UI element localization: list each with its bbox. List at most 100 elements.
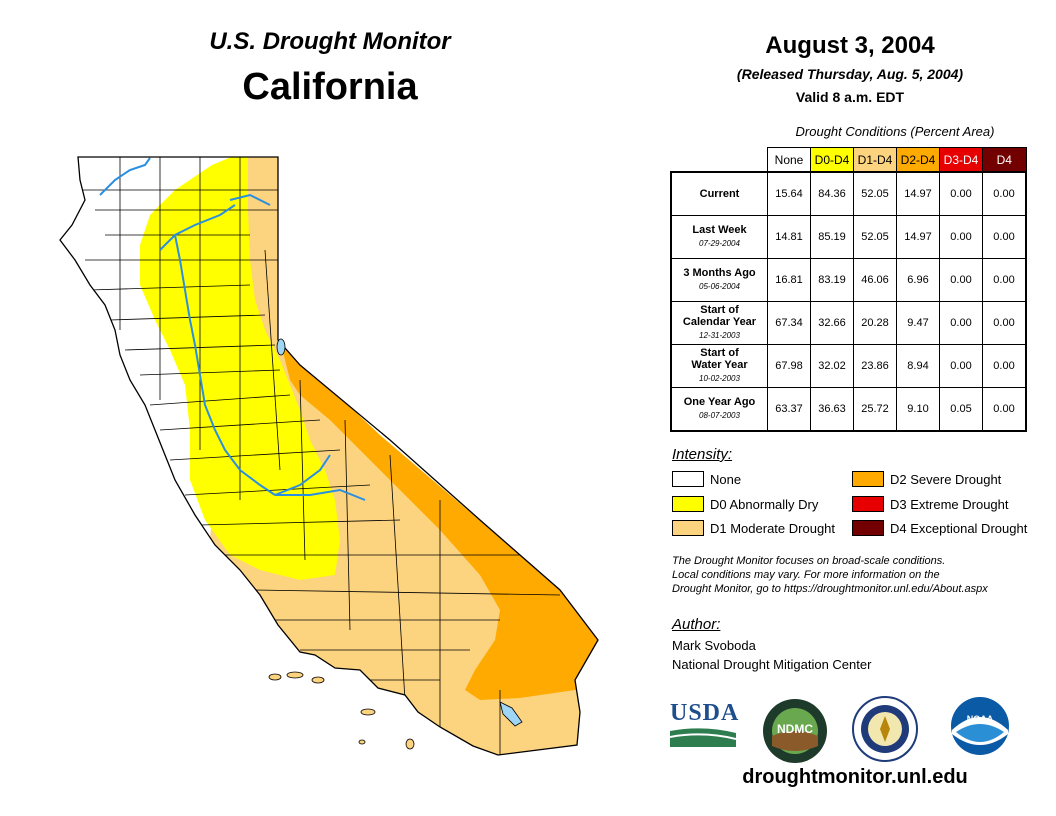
legend-label: None [710, 471, 742, 487]
table-cell: 52.05 [853, 215, 897, 259]
rivers [99, 157, 366, 501]
col-d1-d4: D1-D4 [853, 147, 897, 173]
row-label: 3 Months Ago [683, 267, 756, 279]
table-cell: 23.86 [853, 344, 897, 388]
table-cell: 0.00 [982, 171, 1027, 216]
table-cell: 14.97 [896, 215, 940, 259]
table-cell: 0.00 [982, 215, 1027, 259]
row-label: Start of Calendar Year [682, 304, 757, 328]
noaa-logo: NOAA [950, 696, 1010, 756]
col-d3-d4: D3-D4 [939, 147, 983, 173]
state-outline [59, 156, 599, 756]
table-cell: 6.96 [896, 258, 940, 302]
note-line: Drought Monitor, go to https://droughtmo… [672, 583, 988, 595]
table-row: Last Week 07-29-2004 14.81 85.19 52.05 14… [670, 215, 1027, 259]
author-org: National Drought Mitigation Center [672, 657, 872, 672]
website-url[interactable]: droughtmonitor.unl.edu [742, 766, 968, 788]
table-row: Start of Calendar Year 12-31-2003 67.34 3… [670, 301, 1027, 345]
table-cell: 25.72 [853, 387, 897, 432]
legend-item-d4: D4 Exceptional Drought [852, 519, 1027, 537]
legend-swatch [672, 471, 704, 487]
author-name: Mark Svoboda [672, 638, 756, 653]
row-date: 07-29-2004 [699, 239, 740, 248]
legend-item-d2: D2 Severe Drought [852, 470, 1001, 488]
table-cell: 0.00 [939, 301, 983, 345]
legend-title: Intensity: [672, 446, 733, 463]
row-date: 12-31-2003 [699, 331, 740, 340]
row-label: Start of Water Year [691, 347, 748, 371]
ndmc-logo: NDMC [762, 698, 828, 764]
table-cell: 0.00 [982, 344, 1027, 388]
channel-islands [268, 671, 415, 750]
california-drought-map [59, 156, 599, 756]
table-cell: 16.81 [767, 258, 811, 302]
d2-area [280, 340, 598, 700]
table-row: Current 15.64 84.36 52.05 14.97 0.00 0.0… [670, 171, 1027, 216]
usda-logo-swoosh [669, 728, 737, 747]
table-cell: 0.05 [939, 387, 983, 432]
legend-label: D3 Extreme Drought [890, 496, 1009, 512]
conditions-title: Drought Conditions (Percent Area) [795, 124, 995, 139]
noaa-emblem-icon [951, 697, 1009, 755]
row-date: 05-06-2004 [699, 282, 740, 291]
map-date: August 3, 2004 [765, 32, 935, 59]
legend-swatch [852, 496, 884, 512]
table-cell: 0.00 [982, 301, 1027, 345]
legend-label: D0 Abnormally Dry [710, 496, 819, 512]
conditions-table: None D0-D4 D1-D4 D2-D4 D3-D4 D4 Current … [670, 147, 1027, 432]
noaa-logo-text: NOAA [966, 714, 994, 724]
legend-swatch [852, 520, 884, 536]
table-cell: 63.37 [767, 387, 811, 432]
row-label: Current [699, 188, 740, 200]
salton-sea [499, 701, 523, 727]
release-date: (Released Thursday, Aug. 5, 2004) [736, 66, 964, 82]
map-title: U.S. Drought Monitor [209, 28, 451, 55]
table-cell: 32.66 [810, 301, 854, 345]
col-none: None [767, 147, 811, 173]
legend-label: D4 Exceptional Drought [890, 520, 1028, 536]
row-date: 08-07-2003 [699, 411, 740, 420]
table-cell: 67.98 [767, 344, 811, 388]
legend-item-none: None [672, 470, 741, 488]
table-cell: 14.97 [896, 171, 940, 216]
lake-tahoe [276, 338, 286, 356]
table-cell: 85.19 [810, 215, 854, 259]
valid-time: Valid 8 a.m. EDT [795, 89, 905, 105]
col-d4: D4 [982, 147, 1027, 173]
county-lines [80, 157, 561, 755]
state-name: California [242, 66, 418, 108]
usda-logo-text: USDA [670, 700, 740, 726]
table-cell: 20.28 [853, 301, 897, 345]
commerce-seal-icon [852, 696, 918, 762]
legend-swatch [672, 520, 704, 536]
table-cell: 36.63 [810, 387, 854, 432]
table-cell: 83.19 [810, 258, 854, 302]
table-cell: 52.05 [853, 171, 897, 216]
legend-label: D2 Severe Drought [890, 471, 1002, 487]
table-cell: 0.00 [939, 258, 983, 302]
usda-logo: USDA [669, 700, 740, 750]
table-cell: 67.34 [767, 301, 811, 345]
note-line: Local conditions may vary. For more info… [672, 569, 940, 581]
table-cell: 0.00 [939, 171, 983, 216]
disclaimer-note: The Drought Monitor focuses on broad-sca… [672, 554, 1042, 596]
table-cell: 9.47 [896, 301, 940, 345]
legend-swatch [672, 496, 704, 512]
table-cell: 84.36 [810, 171, 854, 216]
table-cell: 15.64 [767, 171, 811, 216]
table-row: One Year Ago 08-07-2003 63.37 36.63 25.72… [670, 387, 1027, 432]
row-date: 10-02-2003 [699, 374, 740, 383]
legend-item-d3: D3 Extreme Drought [852, 495, 1009, 513]
table-row: 3 Months Ago 05-06-2004 16.81 83.19 46.06… [670, 258, 1027, 302]
table-cell: 46.06 [853, 258, 897, 302]
table-row: Start of Water Year 10-02-2003 67.98 32.0… [670, 344, 1027, 388]
legend-item-d1: D1 Moderate Drought [672, 519, 835, 537]
col-d2-d4: D2-D4 [896, 147, 940, 173]
col-d0-d4: D0-D4 [810, 147, 854, 173]
table-cell: 0.00 [939, 344, 983, 388]
legend-item-d0: D0 Abnormally Dry [672, 495, 818, 513]
row-label: Last Week [692, 224, 747, 236]
table-cell: 8.94 [896, 344, 940, 388]
table-cell: 32.02 [810, 344, 854, 388]
author-heading: Author: [672, 616, 721, 633]
